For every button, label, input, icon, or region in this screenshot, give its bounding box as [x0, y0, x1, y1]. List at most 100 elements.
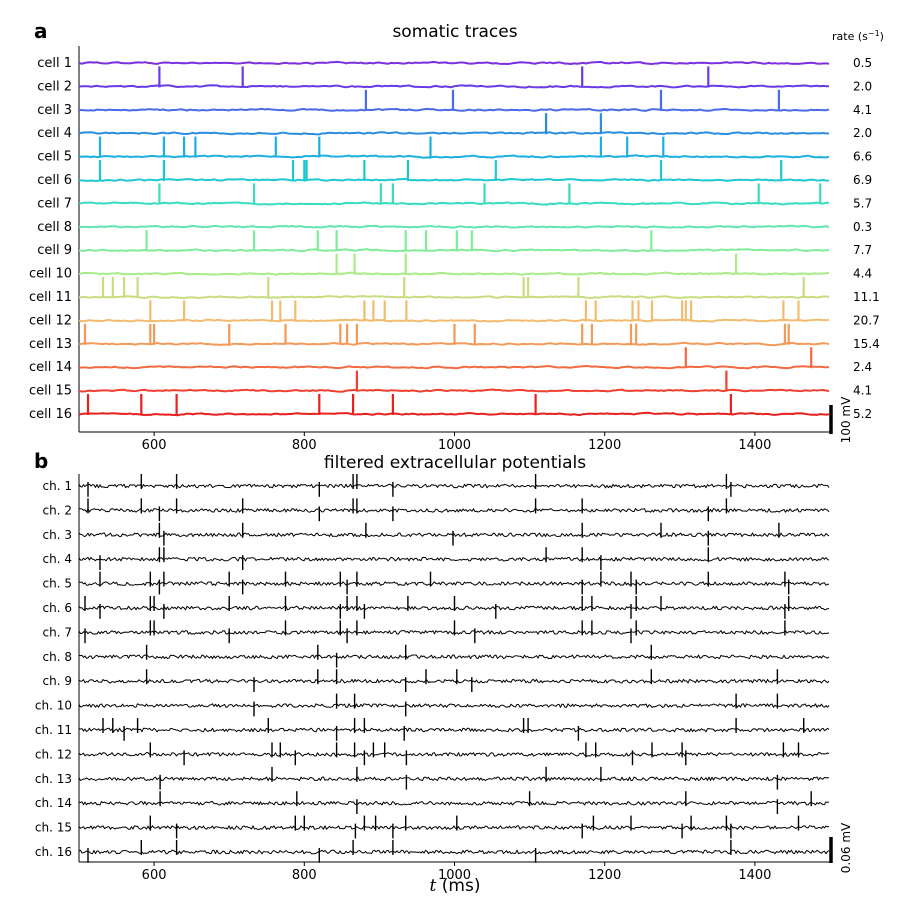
- trace-label: ch. 5: [43, 577, 72, 591]
- trace-label: cell 4: [37, 126, 72, 141]
- trace-baseline: [78, 556, 830, 562]
- trace-7: [78, 620, 830, 644]
- trace-8: [78, 224, 830, 229]
- panel-a-x-ticks: 600 800 1000 1200 1400: [142, 432, 771, 453]
- x-tick-label: 1400: [738, 438, 771, 453]
- trace-5: [78, 136, 830, 159]
- panel-b: b filtered extracellular potentials ch. …: [34, 449, 853, 896]
- panel-a-title: somatic traces: [392, 22, 517, 42]
- x-tick-label: 1000: [438, 868, 471, 883]
- trace-7: [78, 183, 829, 206]
- trace-label: cell 7: [37, 196, 72, 211]
- x-tick-label: 800: [292, 438, 317, 453]
- trace-15: [78, 370, 830, 393]
- trace-baseline: [78, 365, 830, 370]
- panel-a: a somatic traces rate (s−1) cell 1 0.5cel…: [29, 19, 884, 453]
- trace-label: ch. 3: [43, 528, 72, 542]
- trace-label: cell 1: [37, 56, 72, 71]
- trace-label: ch. 7: [43, 625, 72, 639]
- panel-b-scale-bar-label: 0.06 mV: [839, 822, 853, 873]
- rate-value: 5.2: [853, 407, 872, 421]
- rate-value: 4.4: [853, 267, 872, 281]
- trace-baseline: [78, 60, 830, 66]
- rate-value: 6.9: [853, 173, 872, 187]
- rate-value: 4.1: [853, 103, 872, 117]
- trace-label: ch. 14: [35, 796, 72, 810]
- rate-value: 20.7: [853, 313, 880, 327]
- trace-label: cell 14: [29, 360, 72, 375]
- trace-4: [78, 547, 830, 570]
- panel-b-x-axis-label: t (ms): [430, 876, 481, 896]
- trace-1: [78, 474, 830, 497]
- trace-16: [78, 394, 830, 417]
- x-tick-label: 600: [142, 438, 167, 453]
- trace-4: [78, 113, 830, 136]
- trace-label: ch. 10: [35, 699, 72, 713]
- panel-a-traces: cell 1 0.5 cell 2 2.0 cell 3 4.1 cell 4 2.0 cell…: [29, 56, 880, 422]
- x-tick-label: 1200: [588, 438, 621, 453]
- trace-baseline: [78, 248, 830, 253]
- trace-baseline: [78, 388, 830, 393]
- panel-a-label: a: [34, 19, 48, 43]
- trace-11: [78, 718, 830, 741]
- trace-label: ch. 16: [35, 845, 72, 859]
- trace-label: ch. 11: [35, 723, 72, 737]
- trace-2: [78, 498, 830, 522]
- trace-baseline: [78, 483, 830, 489]
- trace-label: ch. 8: [43, 650, 72, 664]
- x-axis-unit: (ms): [436, 876, 480, 896]
- trace-baseline: [78, 295, 830, 300]
- trace-13: [78, 766, 830, 790]
- trace-label: cell 10: [29, 267, 72, 282]
- rate-value: 0.3: [853, 220, 872, 234]
- trace-baseline: [78, 318, 830, 323]
- trace-baseline: [78, 752, 830, 757]
- x-tick-label: 1400: [738, 868, 771, 883]
- trace-baseline: [78, 825, 830, 830]
- trace-label: ch. 13: [35, 772, 72, 786]
- trace-baseline: [78, 154, 830, 159]
- x-tick-label: 1200: [588, 868, 621, 883]
- trace-baseline: [78, 849, 830, 855]
- trace-label: cell 15: [29, 384, 72, 399]
- trace-label: ch. 4: [43, 552, 72, 566]
- trace-baseline: [78, 131, 830, 136]
- trace-baseline: [78, 703, 830, 708]
- trace-label: ch. 2: [43, 503, 72, 517]
- rate-header-text: rate (s: [832, 30, 868, 43]
- trace-10: [78, 693, 830, 717]
- trace-label: ch. 12: [35, 747, 72, 761]
- trace-baseline: [78, 776, 830, 782]
- trace-label: cell 16: [29, 407, 72, 422]
- x-axis-variable: t: [430, 876, 437, 896]
- trace-baseline: [78, 271, 830, 276]
- panel-b-title: filtered extracellular potentials: [324, 453, 586, 473]
- panel-b-x-ticks: 600 800 1000 1200 1400: [142, 862, 771, 883]
- trace-10: [78, 253, 830, 276]
- trace-12: [78, 300, 830, 323]
- trace-label: cell 11: [29, 290, 72, 305]
- trace-baseline: [78, 508, 830, 513]
- rate-value: 2.0: [853, 126, 872, 140]
- rate-header-exponent: −1: [868, 29, 880, 38]
- trace-baseline: [78, 581, 830, 586]
- trace-label: cell 5: [37, 150, 72, 165]
- rate-value: 11.1: [853, 290, 880, 304]
- trace-label: ch. 9: [43, 674, 72, 688]
- trace-label: ch. 6: [43, 601, 72, 615]
- panel-a-scale-bar-label: 100 mV: [839, 396, 853, 443]
- trace-3: [78, 522, 830, 546]
- trace-3: [78, 89, 830, 112]
- trace-14: [78, 791, 830, 814]
- trace-baseline: [78, 411, 830, 417]
- trace-label: ch. 1: [43, 479, 72, 493]
- trace-9: [78, 669, 830, 692]
- trace-baseline: [78, 201, 829, 206]
- rate-value: 15.4: [853, 337, 880, 351]
- trace-baseline: [78, 224, 830, 229]
- rate-value: 7.7: [853, 243, 872, 257]
- rate-value: 2.4: [853, 360, 872, 374]
- trace-label: cell 6: [37, 173, 72, 188]
- trace-9: [78, 230, 830, 253]
